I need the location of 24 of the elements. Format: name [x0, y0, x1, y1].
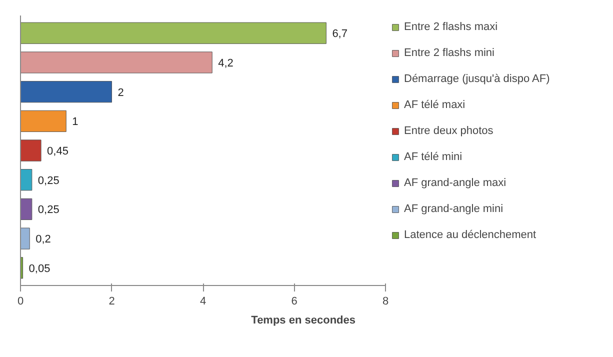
legend-label: AF grand-angle mini: [404, 203, 504, 215]
data-label: 0,45: [47, 146, 68, 158]
data-label: 0,25: [38, 204, 60, 216]
legend-label: Entre 2 flashs maxi: [404, 21, 498, 33]
data-label: 4,2: [218, 57, 234, 70]
legend-label: AF télé mini: [404, 151, 462, 163]
x-axis-title: Temps en secondes: [251, 314, 356, 326]
x-tick-label: 8: [382, 296, 389, 308]
legend-label: AF télé maxi: [404, 99, 466, 111]
x-tick-label: 4: [200, 296, 206, 308]
data-label: 1: [72, 116, 78, 128]
legend-label: Démarrage (jusqu'à dispo AF): [404, 73, 550, 85]
data-label: 2: [118, 86, 124, 99]
data-label: 6,7: [332, 28, 348, 40]
legend-label: Entre 2 flashs mini: [404, 47, 494, 59]
data-label: 0,2: [36, 234, 51, 246]
data-label: 0,05: [28, 262, 50, 275]
data-label: 0,25: [38, 174, 60, 187]
legend-label: Latence au déclenchement: [404, 229, 536, 241]
legend-label: AF grand-angle maxi: [404, 177, 506, 189]
legend-label: Entre deux photos: [404, 125, 494, 137]
x-tick-label: 2: [108, 296, 115, 308]
x-tick-label: 0: [17, 296, 24, 308]
x-tick-label: 6: [291, 296, 298, 308]
